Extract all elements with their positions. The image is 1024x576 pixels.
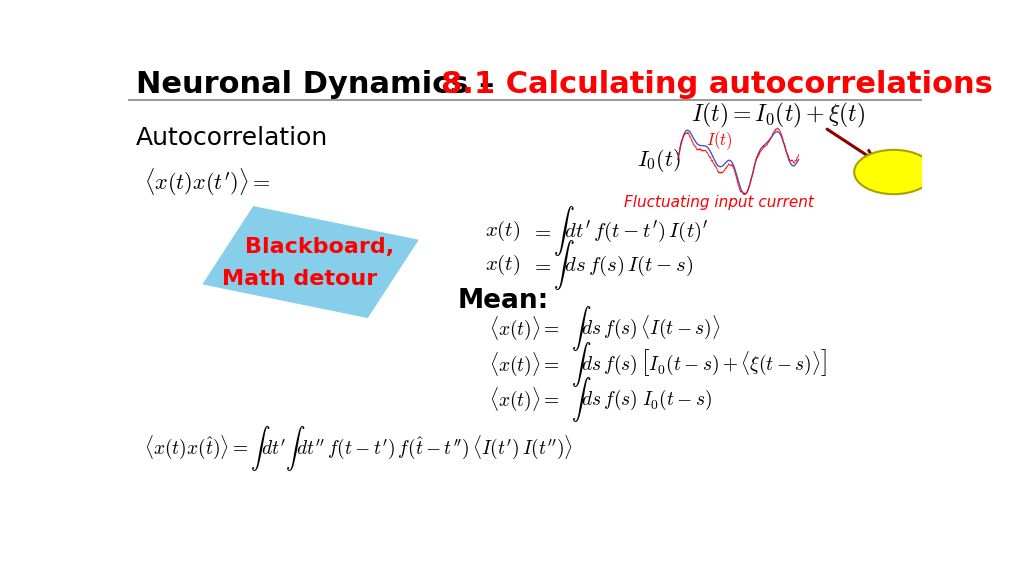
Text: $I(t) = I_{0}(t) + \xi(t)$: $I(t) = I_{0}(t) + \xi(t)$ xyxy=(691,101,866,130)
Text: Math detour: Math detour xyxy=(222,269,377,289)
Text: $\langle x(t)x(t')\rangle =$: $\langle x(t)x(t')\rangle =$ xyxy=(143,166,271,198)
Text: $\int ds\, f(s)\,\langle I(t-s)\rangle$: $\int ds\, f(s)\,\langle I(t-s)\rangle$ xyxy=(570,304,720,353)
Text: $\int ds\, f(s)\; I_0(t-s)$: $\int ds\, f(s)\; I_0(t-s)$ xyxy=(570,375,712,424)
Text: $\int dt'\, f(t-t')\,I(t)'$: $\int dt'\, f(t-t')\,I(t)'$ xyxy=(553,204,708,258)
Text: $\langle x(t)\rangle =$: $\langle x(t)\rangle =$ xyxy=(489,350,560,378)
Text: $\langle x(t)\rangle =$: $\langle x(t)\rangle =$ xyxy=(489,314,560,342)
Text: $=$: $=$ xyxy=(531,221,552,241)
Text: $I_{0}(t)$: $I_{0}(t)$ xyxy=(638,146,682,173)
Circle shape xyxy=(854,150,934,194)
Text: $=$: $=$ xyxy=(531,255,552,275)
Text: $x(t)$: $x(t)$ xyxy=(485,253,521,277)
Text: $\int ds\, f(s)\,\left[I_0(t-s)+\langle \xi(t-s)\rangle\right]$: $\int ds\, f(s)\,\left[I_0(t-s)+\langle … xyxy=(570,340,827,389)
Text: Fluctuating input current: Fluctuating input current xyxy=(625,195,814,210)
Text: $x(t)$: $x(t)$ xyxy=(485,219,521,243)
Text: Autocorrelation: Autocorrelation xyxy=(136,126,328,150)
Text: Neuronal Dynamics –: Neuronal Dynamics – xyxy=(136,70,505,99)
Text: $\langle x(t)\rangle =$: $\langle x(t)\rangle =$ xyxy=(489,386,560,414)
Text: $\langle x(t)x(\hat{t})\rangle = \int dt'\int dt''\,f(t-t')\,f(\hat{t}-t'')\,\la: $\langle x(t)x(\hat{t})\rangle = \int dt… xyxy=(143,424,572,473)
Text: Mean:: Mean: xyxy=(458,287,549,314)
FancyBboxPatch shape xyxy=(204,207,418,317)
Text: $\int ds\, f(s)\,I(t-s)$: $\int ds\, f(s)\,I(t-s)$ xyxy=(553,238,693,292)
Text: 8.1 Calculating autocorrelations: 8.1 Calculating autocorrelations xyxy=(441,70,993,99)
Text: $I(t)$: $I(t)$ xyxy=(706,130,732,152)
Text: Blackboard,: Blackboard, xyxy=(246,237,394,257)
